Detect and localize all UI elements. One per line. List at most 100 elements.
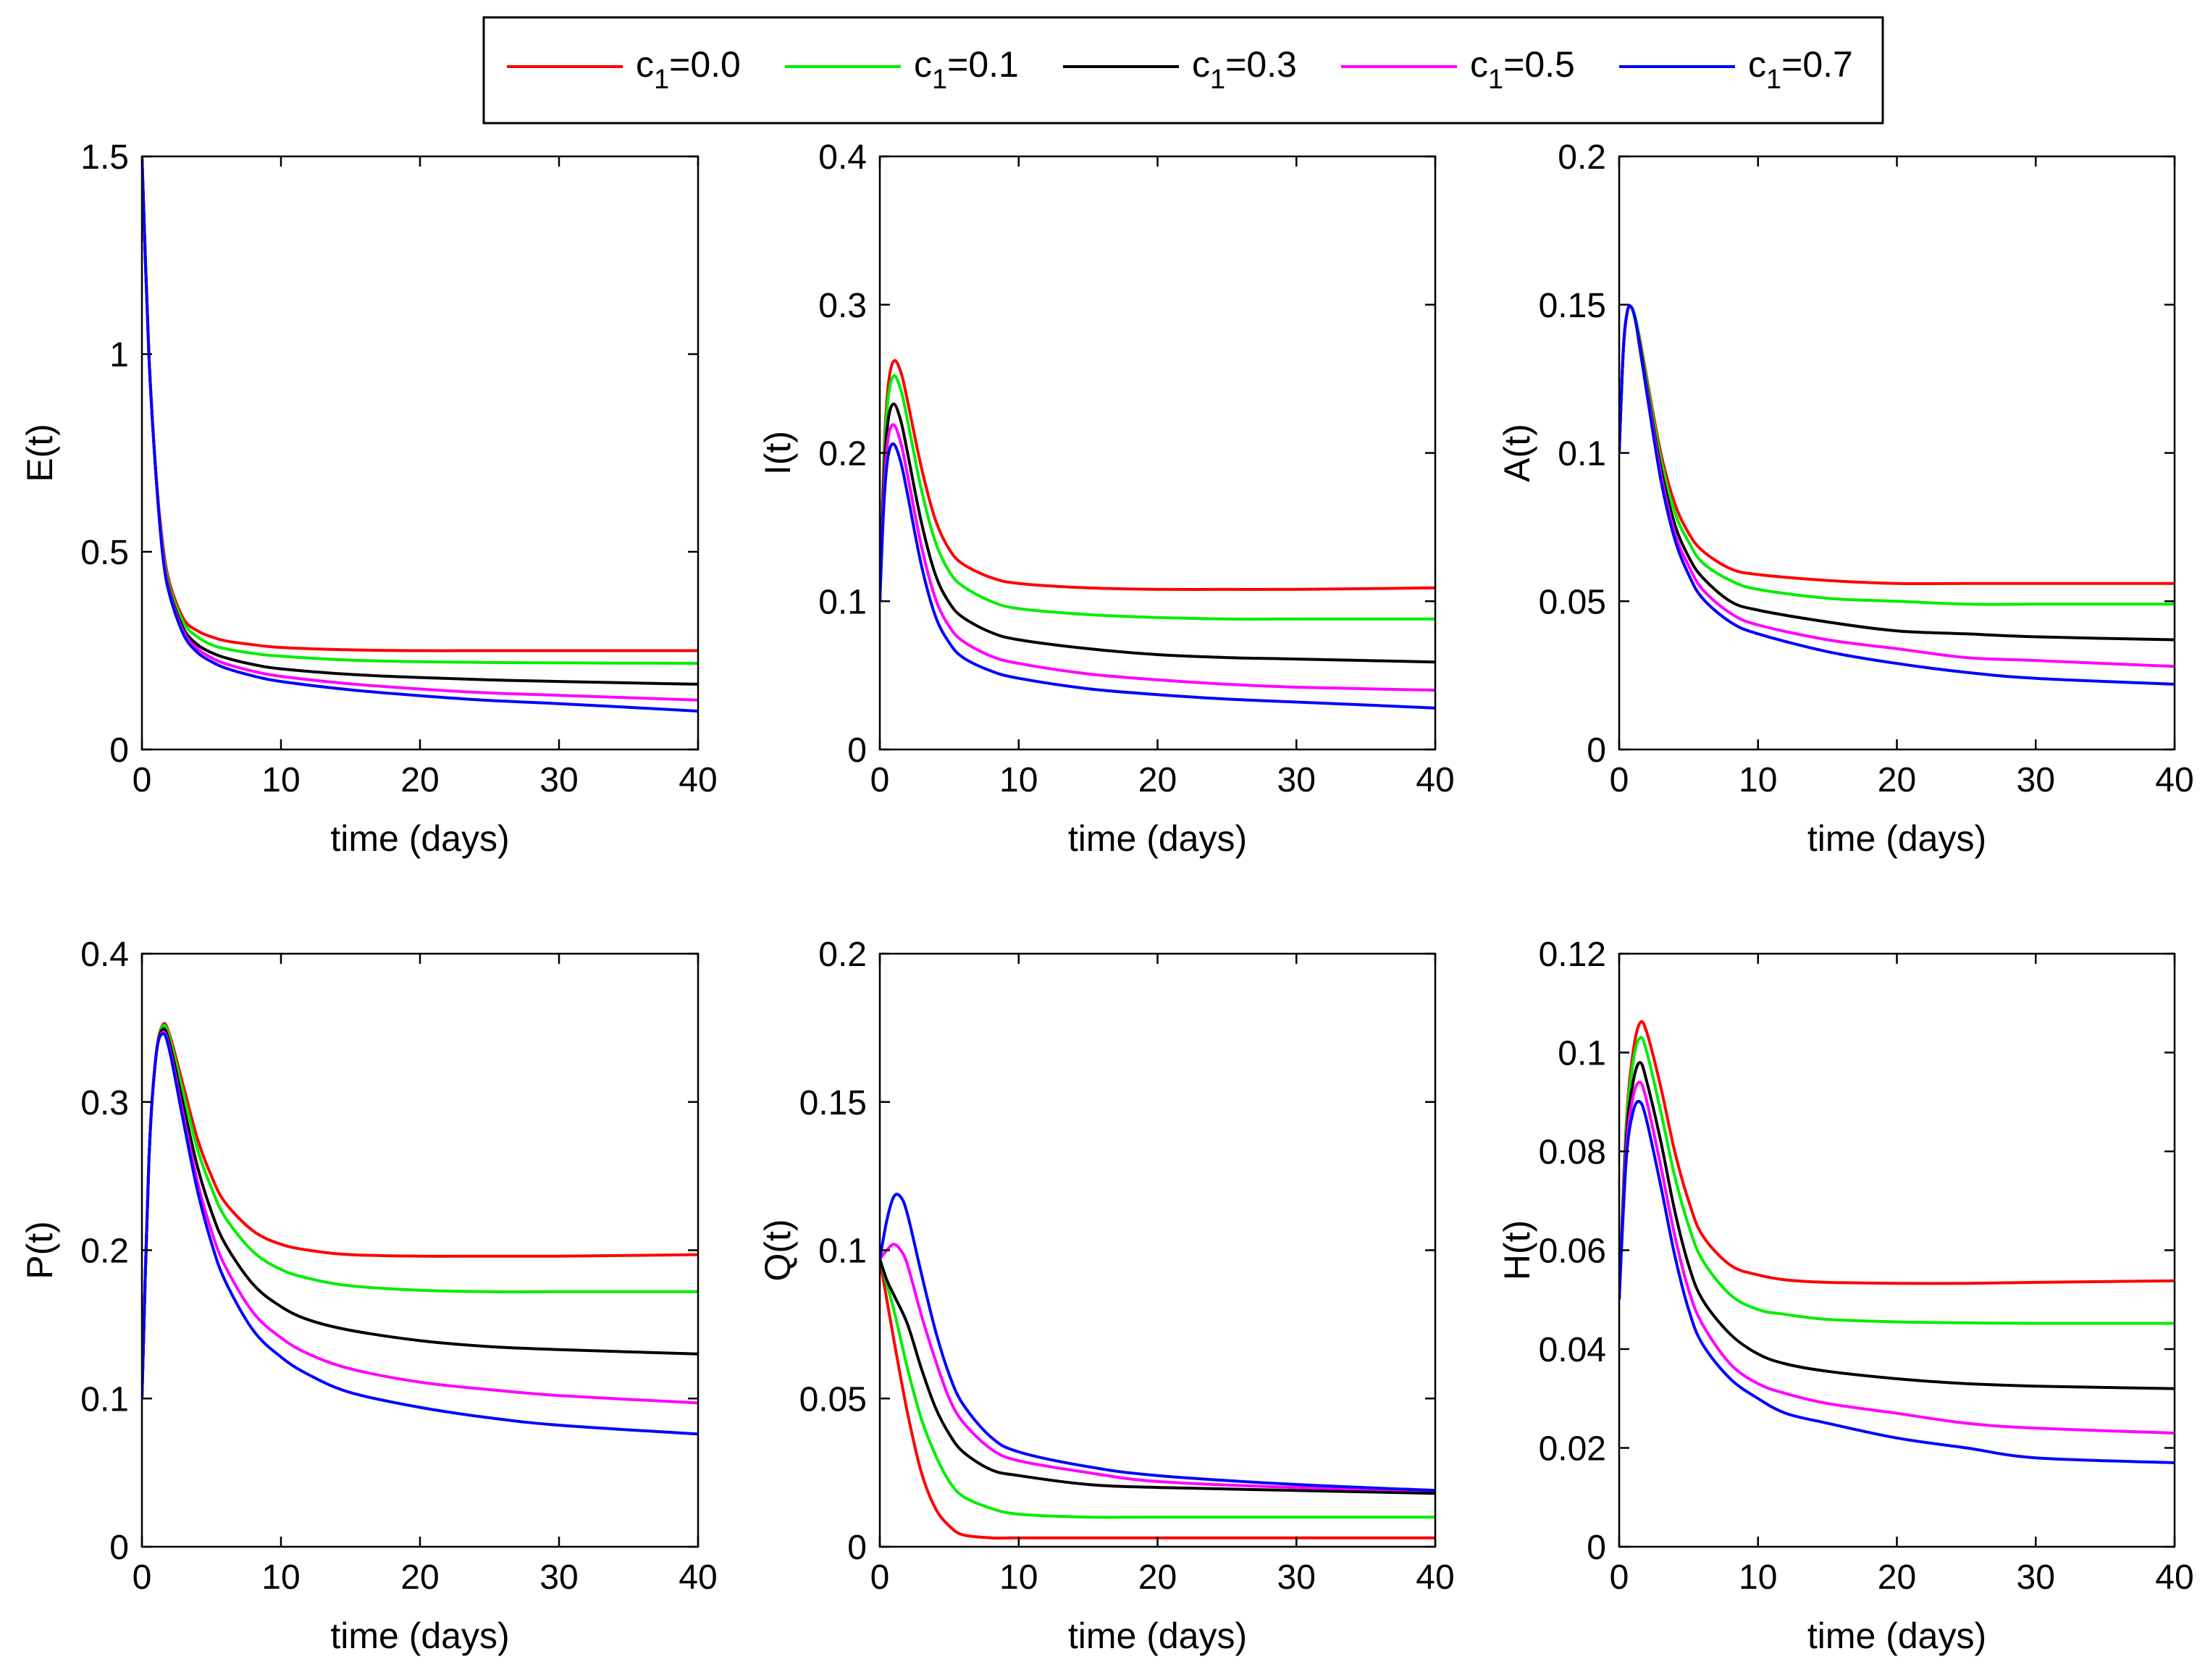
y-tick-label: 0.02 xyxy=(1539,1430,1606,1469)
y-tick-label: 0.1 xyxy=(818,1232,867,1271)
series-line-c1=0.7 xyxy=(880,442,1435,710)
y-tick-label: 1.5 xyxy=(80,138,129,177)
y-tick-label: 0.08 xyxy=(1539,1133,1606,1172)
series-line-c1=0.7 xyxy=(880,1193,1435,1492)
legend-label: c1=0.7 xyxy=(1748,44,1853,95)
series-group xyxy=(1619,304,2175,686)
y-tick-label: 0.5 xyxy=(80,534,129,572)
series-line-c1=0.7 xyxy=(1619,1100,2175,1464)
x-tick-label: 10 xyxy=(999,1558,1038,1597)
series-group xyxy=(880,1193,1435,1540)
y-tick-label: 0.15 xyxy=(1539,287,1606,325)
x-tick-label: 40 xyxy=(679,1558,717,1597)
y-axis-label: I(t) xyxy=(757,431,798,475)
x-tick-label: 10 xyxy=(1739,1558,1777,1597)
x-tick-label: 40 xyxy=(679,761,717,799)
x-tick-label: 0 xyxy=(1610,1558,1629,1597)
y-tick-label: 0.15 xyxy=(799,1084,867,1122)
y-tick-label: 0.3 xyxy=(818,287,867,325)
series-group xyxy=(880,358,1435,710)
series-group xyxy=(142,156,698,713)
series-line-c1=0.1 xyxy=(1619,1036,2175,1325)
y-tick-label: 0.1 xyxy=(1558,435,1606,474)
legend-label: c1=0.3 xyxy=(1192,44,1297,95)
y-axis-label: E(t) xyxy=(20,424,60,482)
x-axis-label: time (days) xyxy=(1068,818,1247,859)
x-tick-label: 0 xyxy=(133,761,152,799)
series-line-c1=0.5 xyxy=(880,1243,1435,1492)
series-group xyxy=(1619,1020,2175,1464)
x-tick-label: 20 xyxy=(1878,1558,1916,1597)
y-tick-label: 0.3 xyxy=(80,1084,129,1122)
series-line-c1=0.7 xyxy=(142,1032,698,1436)
y-tick-label: 0.4 xyxy=(80,936,129,974)
x-tick-label: 10 xyxy=(1739,761,1777,799)
y-axis-label: H(t) xyxy=(1497,1220,1537,1280)
series-group xyxy=(142,1022,698,1436)
y-tick-label: 0.12 xyxy=(1539,936,1606,974)
series-line-c1=0.3 xyxy=(880,402,1435,664)
x-tick-label: 40 xyxy=(2155,1558,2193,1597)
series-line-c1=0.5 xyxy=(1619,1080,2175,1435)
panel-H: 0 10 20 30 40 0 0.02 0.04 0.06 0.08 0.1 0.12 time (d… xyxy=(1497,936,2194,1656)
x-tick-label: 30 xyxy=(539,761,578,799)
y-tick-label: 0.04 xyxy=(1539,1331,1606,1369)
x-tick-label: 30 xyxy=(1277,761,1316,799)
y-tick-label: 0.2 xyxy=(80,1232,129,1271)
y-tick-label: 0 xyxy=(1587,1529,1606,1567)
x-axis-label: time (days) xyxy=(1068,1616,1247,1656)
series-line-c1=0.3 xyxy=(1619,1061,2175,1390)
x-tick-label: 30 xyxy=(2017,1558,2055,1597)
x-tick-label: 20 xyxy=(1138,761,1177,799)
y-tick-label: 0.4 xyxy=(818,138,867,177)
y-tick-label: 0.1 xyxy=(818,583,867,621)
y-tick-label: 0.1 xyxy=(80,1380,129,1419)
y-tick-label: 0.05 xyxy=(799,1380,867,1419)
x-tick-label: 10 xyxy=(261,761,300,799)
y-tick-label: 0.2 xyxy=(818,936,867,974)
y-tick-label: 0 xyxy=(109,1529,129,1567)
legend-label: c1=0.1 xyxy=(914,44,1019,95)
y-tick-label: 0 xyxy=(847,731,867,770)
x-axis-label: time (days) xyxy=(330,818,509,859)
y-tick-label: 0.2 xyxy=(1558,138,1606,177)
y-tick-label: 0.05 xyxy=(1539,583,1606,621)
x-tick-label: 30 xyxy=(1277,1558,1316,1597)
series-line-c1=0.7 xyxy=(142,156,698,713)
panel-E: 0 10 20 30 40 0 0.5 1 1.5 time (days) E(t) xyxy=(20,138,718,859)
x-tick-label: 0 xyxy=(870,761,890,799)
panel-Q: 0 10 20 30 40 0 0.05 0.1 0.15 0.2 time (days) Q(t) xyxy=(757,936,1455,1656)
x-tick-label: 0 xyxy=(1610,761,1629,799)
x-tick-label: 10 xyxy=(261,1558,300,1597)
legend-label: c1=0.5 xyxy=(1470,44,1575,95)
x-tick-label: 30 xyxy=(539,1558,578,1597)
panel-A: 0 10 20 30 40 0 0.05 0.1 0.15 0.2 time (days) A(t) xyxy=(1497,138,2194,859)
x-tick-label: 40 xyxy=(1416,761,1454,799)
x-tick-label: 0 xyxy=(133,1558,152,1597)
x-axis-label: time (days) xyxy=(1807,1616,1986,1656)
panel-I: 0 10 20 30 40 0 0.1 0.2 0.3 0.4 time (days) I(t) xyxy=(757,138,1455,859)
series-line-c1=0.0 xyxy=(880,358,1435,602)
legend-box xyxy=(482,16,1884,125)
series-line-c1=0.3 xyxy=(880,1259,1435,1495)
y-tick-label: 0.2 xyxy=(818,435,867,474)
x-tick-label: 10 xyxy=(999,761,1038,799)
y-axis-label: Q(t) xyxy=(757,1219,798,1281)
x-axis-label: time (days) xyxy=(330,1616,509,1656)
y-tick-label: 0 xyxy=(109,731,129,770)
series-line-c1=0.0 xyxy=(880,1259,1435,1540)
series-line-c1=0.0 xyxy=(1619,1020,2175,1300)
x-tick-label: 20 xyxy=(1878,761,1916,799)
series-line-c1=0.1 xyxy=(880,1259,1435,1519)
x-tick-label: 0 xyxy=(870,1558,890,1597)
panel-P: 0 10 20 30 40 0 0.1 0.2 0.3 0.4 time (days) P(t) xyxy=(20,936,718,1656)
x-tick-label: 20 xyxy=(400,761,439,799)
legend-label: c1=0.0 xyxy=(636,44,741,95)
y-axis-label: P(t) xyxy=(20,1221,60,1280)
series-line-c1=0.5 xyxy=(880,423,1435,692)
legend: c1=0.0 c1=0.1 c1=0.3 c1=0.5 c1=0.7 xyxy=(482,16,1884,125)
series-line-c1=0.1 xyxy=(880,374,1435,621)
x-tick-label: 20 xyxy=(1138,1558,1177,1597)
panels: 0 10 20 30 40 0 0.5 1 1.5 time (days) E(t) 0 10 20 30 4… xyxy=(20,138,2194,1656)
